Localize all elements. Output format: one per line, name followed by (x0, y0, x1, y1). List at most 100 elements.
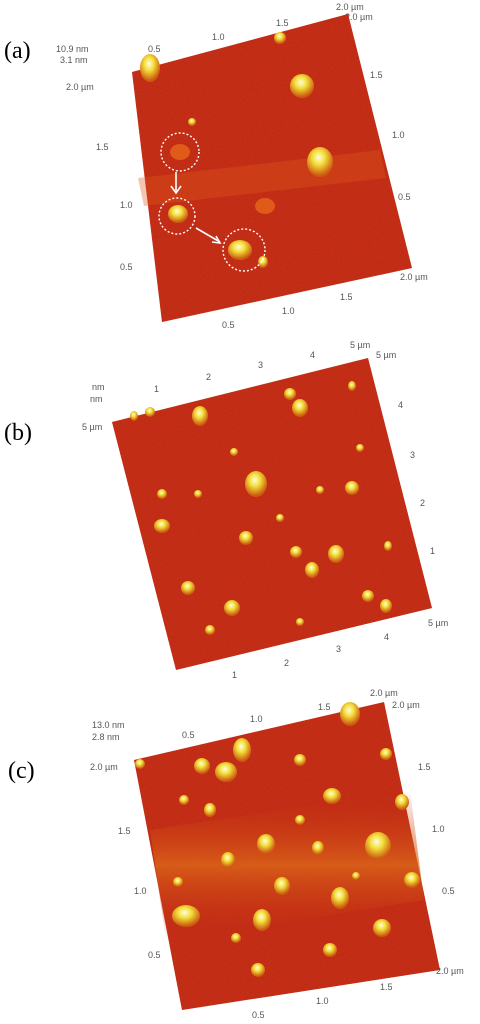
left-axis-tick: 0.5 (120, 262, 133, 272)
particle (362, 590, 374, 602)
bottom-axis-tick: 2.0 µm (436, 966, 464, 976)
particle (215, 762, 237, 782)
right-axis-tick: 3 (410, 450, 416, 460)
bottom-axis-tick: 2 (284, 658, 290, 668)
particle (224, 600, 240, 616)
left-axis-tick: 2.0 µm (66, 82, 94, 92)
particle (328, 545, 344, 563)
top-axis-tick: 1.0 (250, 714, 263, 724)
left-axis-tick: 1.0 (134, 886, 147, 896)
z-scale-max: 10.9 nm (56, 44, 89, 54)
particle (251, 963, 265, 977)
left-axis-tick: 1.0 (120, 200, 133, 210)
z-scale-min: nm (90, 394, 103, 404)
top-axis-tick: 0.5 (148, 44, 161, 54)
right-axis-tick: 2 (420, 498, 426, 508)
particle (305, 562, 319, 578)
particle (365, 832, 391, 860)
particle (295, 815, 305, 825)
z-scale-min: 3.1 nm (60, 55, 88, 65)
particle (323, 943, 337, 957)
afm-surface (112, 358, 432, 670)
panel-c: (c) 13.0 nm 2.8 nm 0.5 1.0 1.5 2.0 µm 2.… (0, 680, 480, 1024)
panel-label: (a) (4, 38, 31, 64)
particle (348, 381, 356, 391)
afm-surface (132, 14, 412, 322)
top-axis-tick: 4 (310, 350, 316, 360)
particle (230, 448, 238, 456)
particle (352, 872, 360, 880)
particle (276, 514, 284, 522)
dotted-circle-marker (222, 228, 266, 272)
arrow-marker (170, 172, 182, 195)
top-axis-tick: 0.5 (182, 730, 195, 740)
surface-band (150, 790, 424, 940)
particle (345, 481, 359, 495)
particle (255, 198, 275, 214)
particle (395, 794, 409, 810)
particle (356, 444, 364, 452)
particle (373, 919, 391, 937)
particle (205, 625, 215, 635)
particle (130, 411, 138, 421)
particle (179, 795, 189, 805)
left-axis-tick: 0.5 (148, 950, 161, 960)
panel-a: (a) 10.9 nm 3.1 nm 0.5 1.0 1.5 2.0 µm 2.… (0, 0, 480, 340)
particle (135, 759, 145, 769)
top-axis-tick: 1 (154, 384, 160, 394)
particle (154, 519, 170, 533)
left-axis-tick: 1.5 (96, 142, 109, 152)
particle (312, 841, 324, 855)
bottom-axis-tick: 0.5 (252, 1010, 265, 1020)
top-axis-tick: 1.0 (212, 32, 225, 42)
particle (274, 877, 290, 895)
bottom-axis-tick: 1.5 (380, 982, 393, 992)
particle (145, 407, 155, 417)
particle (168, 205, 188, 223)
particle (316, 486, 324, 494)
particle (221, 852, 235, 868)
particle (296, 618, 304, 626)
particle (258, 256, 268, 268)
particle (274, 32, 286, 44)
particle (233, 738, 251, 762)
right-axis-tick: 0.5 (398, 192, 411, 202)
right-axis-tick: 1.5 (418, 762, 431, 772)
particle (181, 581, 195, 595)
particle (294, 754, 306, 766)
z-scale-max: 13.0 nm (92, 720, 125, 730)
surface-texture (132, 14, 412, 322)
particle (404, 872, 420, 888)
right-axis-tick: 0.5 (442, 886, 455, 896)
bottom-axis-tick: 2.0 µm (400, 272, 428, 282)
particle (231, 933, 241, 943)
top-axis-tick: 2.0 µm (336, 2, 364, 12)
particle (245, 471, 267, 497)
z-scale-min: 2.8 nm (92, 732, 120, 742)
particle (140, 54, 160, 82)
particle (194, 758, 210, 774)
particle (307, 147, 333, 177)
particle (380, 599, 392, 613)
bottom-axis-tick: 4 (384, 632, 390, 642)
bottom-axis-tick: 1 (232, 670, 238, 680)
panel-b: (b) nm nm 1 2 3 4 5 µm 5 µm 4 3 2 1 5 µm… (0, 340, 480, 680)
particle (188, 118, 196, 126)
bottom-axis-tick: 1.5 (340, 292, 353, 302)
right-axis-tick: 1.0 (392, 130, 405, 140)
particle (292, 399, 308, 417)
top-axis-tick: 3 (258, 360, 264, 370)
particle (253, 909, 271, 931)
arrow-marker (195, 227, 222, 244)
right-axis-tick: 1.5 (370, 70, 383, 80)
right-axis-tick: 1.0 (432, 824, 445, 834)
bottom-axis-tick: 5 µm (428, 618, 449, 628)
right-axis-tick: 1 (430, 546, 436, 556)
particle-field (130, 381, 392, 635)
bottom-axis-tick: 1.0 (282, 306, 295, 316)
top-axis-tick: 1.5 (276, 18, 289, 28)
particle-field (135, 702, 420, 977)
particle (340, 702, 360, 726)
right-axis-tick: 4 (398, 400, 404, 410)
panel-label: (c) (8, 758, 35, 784)
